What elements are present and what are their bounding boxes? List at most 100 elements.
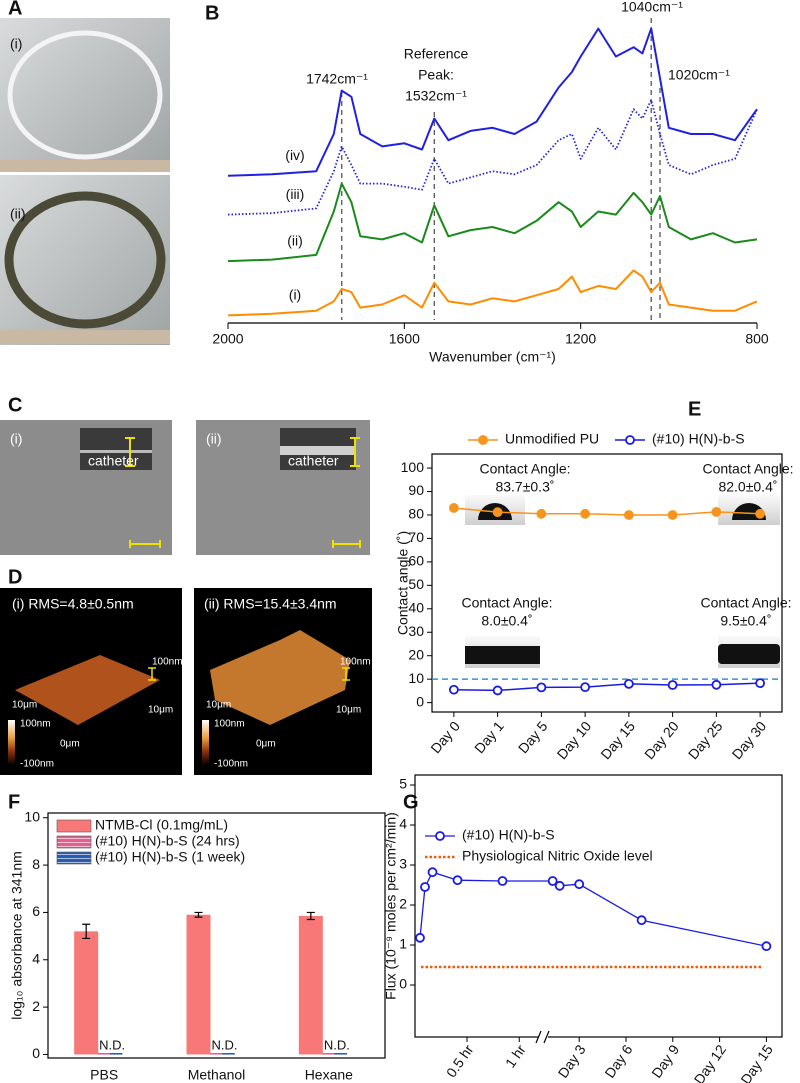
data-point bbox=[755, 508, 766, 519]
annotation: 1040cm⁻¹ bbox=[621, 0, 683, 15]
legend-swatch bbox=[56, 819, 92, 833]
annotation: 8.0±0.4˚ bbox=[481, 613, 532, 629]
x-tick-label: Day 25 bbox=[685, 718, 726, 762]
x-tick-label: Hexane bbox=[305, 1067, 353, 1083]
afm-axis: 10μm bbox=[206, 700, 231, 711]
afm-label: (i) RMS=4.8±0.5nm bbox=[12, 596, 134, 612]
y-axis-title: log₁₀ absorbance at 341nm bbox=[9, 851, 25, 1020]
plot-frame bbox=[47, 812, 386, 1059]
data-point bbox=[492, 685, 503, 696]
inset-edge bbox=[280, 446, 356, 455]
y-tick-label: 70 bbox=[408, 529, 424, 545]
image-label: (i) bbox=[10, 431, 22, 447]
bar bbox=[109, 1053, 123, 1055]
afm-axis: 0μm bbox=[60, 739, 80, 750]
x-axis-title: Wavenumber (cm⁻¹) bbox=[429, 349, 556, 365]
legend-label: Physiological Nitric Oxide level bbox=[462, 848, 653, 864]
ruler bbox=[0, 160, 170, 172]
legend-swatch bbox=[56, 835, 92, 849]
y-tick-label: 8 bbox=[32, 856, 40, 872]
x-tick-label: Day 15 bbox=[737, 1041, 776, 1083]
annotation: 1020cm⁻¹ bbox=[668, 67, 730, 83]
annotation: 83.7±0.3˚ bbox=[495, 479, 554, 495]
x-tick-label: Day 3 bbox=[555, 1041, 589, 1080]
x-tick-label: Day 0 bbox=[427, 718, 463, 756]
panel-label: A bbox=[8, 0, 22, 19]
y-tick-label: 50 bbox=[408, 576, 424, 592]
data-point bbox=[536, 508, 547, 519]
data-point bbox=[492, 507, 503, 518]
scale-bar bbox=[125, 437, 135, 467]
x-tick-label: Day 15 bbox=[597, 718, 638, 762]
afm-axis: 10μm bbox=[12, 700, 37, 711]
annotation: 1742cm⁻¹ bbox=[306, 71, 368, 87]
data-point bbox=[420, 882, 430, 892]
plot-frame bbox=[431, 453, 783, 713]
x-tick-label: 800 bbox=[745, 331, 769, 347]
annotation: Contact Angle: bbox=[461, 595, 552, 611]
data-point bbox=[554, 880, 565, 891]
axis-break-gap bbox=[538, 1033, 548, 1041]
data-point bbox=[448, 503, 459, 513]
panel-label: D bbox=[8, 566, 22, 588]
data-point bbox=[497, 876, 508, 886]
data-point bbox=[580, 508, 591, 519]
afm-axis: 10μm bbox=[148, 705, 173, 716]
data-point bbox=[711, 507, 722, 517]
bar bbox=[74, 931, 99, 1055]
colorbar-label: -100nm bbox=[214, 759, 248, 770]
y-axis-title: Flux (10⁻⁹ moles per cm²/min) bbox=[383, 812, 399, 1000]
colorbar-label: 100nm bbox=[214, 719, 245, 730]
x-tick-label: 0.5 hr bbox=[443, 1041, 477, 1080]
legend-marker bbox=[478, 435, 488, 445]
colorbar bbox=[202, 720, 209, 765]
inset-label: catheter bbox=[88, 453, 139, 469]
afm-surface bbox=[210, 630, 350, 725]
y-tick-label: 60 bbox=[408, 553, 424, 569]
x-tick-label: Day 1 bbox=[471, 718, 507, 756]
data-point bbox=[452, 875, 463, 886]
afm-surface bbox=[15, 655, 160, 725]
x-tick-label: Day 9 bbox=[648, 1041, 682, 1080]
image-label: (ii) bbox=[206, 431, 222, 447]
legend-label: (#10) H(N)-b-S bbox=[652, 431, 745, 447]
inset-edge bbox=[80, 450, 152, 453]
inset bbox=[80, 428, 152, 470]
series-line bbox=[453, 507, 761, 516]
scale-bar bbox=[350, 437, 360, 467]
annotation: Peak: bbox=[418, 67, 454, 83]
y-tick-label: 40 bbox=[408, 600, 424, 616]
scale-bar bbox=[332, 540, 361, 548]
afm-height: 100nm bbox=[152, 657, 183, 668]
spectrum-line bbox=[227, 99, 758, 216]
y-tick-label: 3 bbox=[399, 856, 407, 872]
y-tick-label: 90 bbox=[408, 482, 424, 498]
y-tick-label: 80 bbox=[408, 506, 424, 522]
data-point bbox=[636, 915, 647, 926]
nd-label: N.D. bbox=[324, 1037, 350, 1052]
nd-label: N.D. bbox=[99, 1037, 125, 1052]
y-tick-label: 10 bbox=[408, 670, 424, 686]
legend-swatch bbox=[56, 851, 92, 865]
x-tick-label: Day 20 bbox=[641, 718, 682, 762]
x-tick-label: 1 hr bbox=[502, 1041, 529, 1070]
error-bar bbox=[82, 923, 91, 940]
annotation: Reference bbox=[404, 46, 469, 62]
droplet bbox=[465, 646, 540, 664]
spectrum-line bbox=[227, 27, 758, 177]
legend-label: Unmodified PU bbox=[505, 431, 599, 447]
legend-label: (#10) H(N)-b-S bbox=[462, 827, 555, 843]
x-tick-label: PBS bbox=[90, 1067, 118, 1083]
data-point bbox=[536, 682, 547, 693]
panel-label: C bbox=[8, 394, 22, 416]
inset-label: catheter bbox=[288, 453, 339, 469]
plot-frame bbox=[414, 774, 783, 1038]
data-point bbox=[667, 680, 678, 690]
ring bbox=[4, 191, 166, 329]
bar bbox=[322, 1053, 336, 1055]
y-tick-label: 4 bbox=[399, 816, 407, 832]
annotation: Contact Angle: bbox=[702, 461, 793, 477]
data-point bbox=[623, 678, 634, 689]
legend-label: (#10) H(N)-b-S (24 hrs) bbox=[95, 833, 240, 849]
